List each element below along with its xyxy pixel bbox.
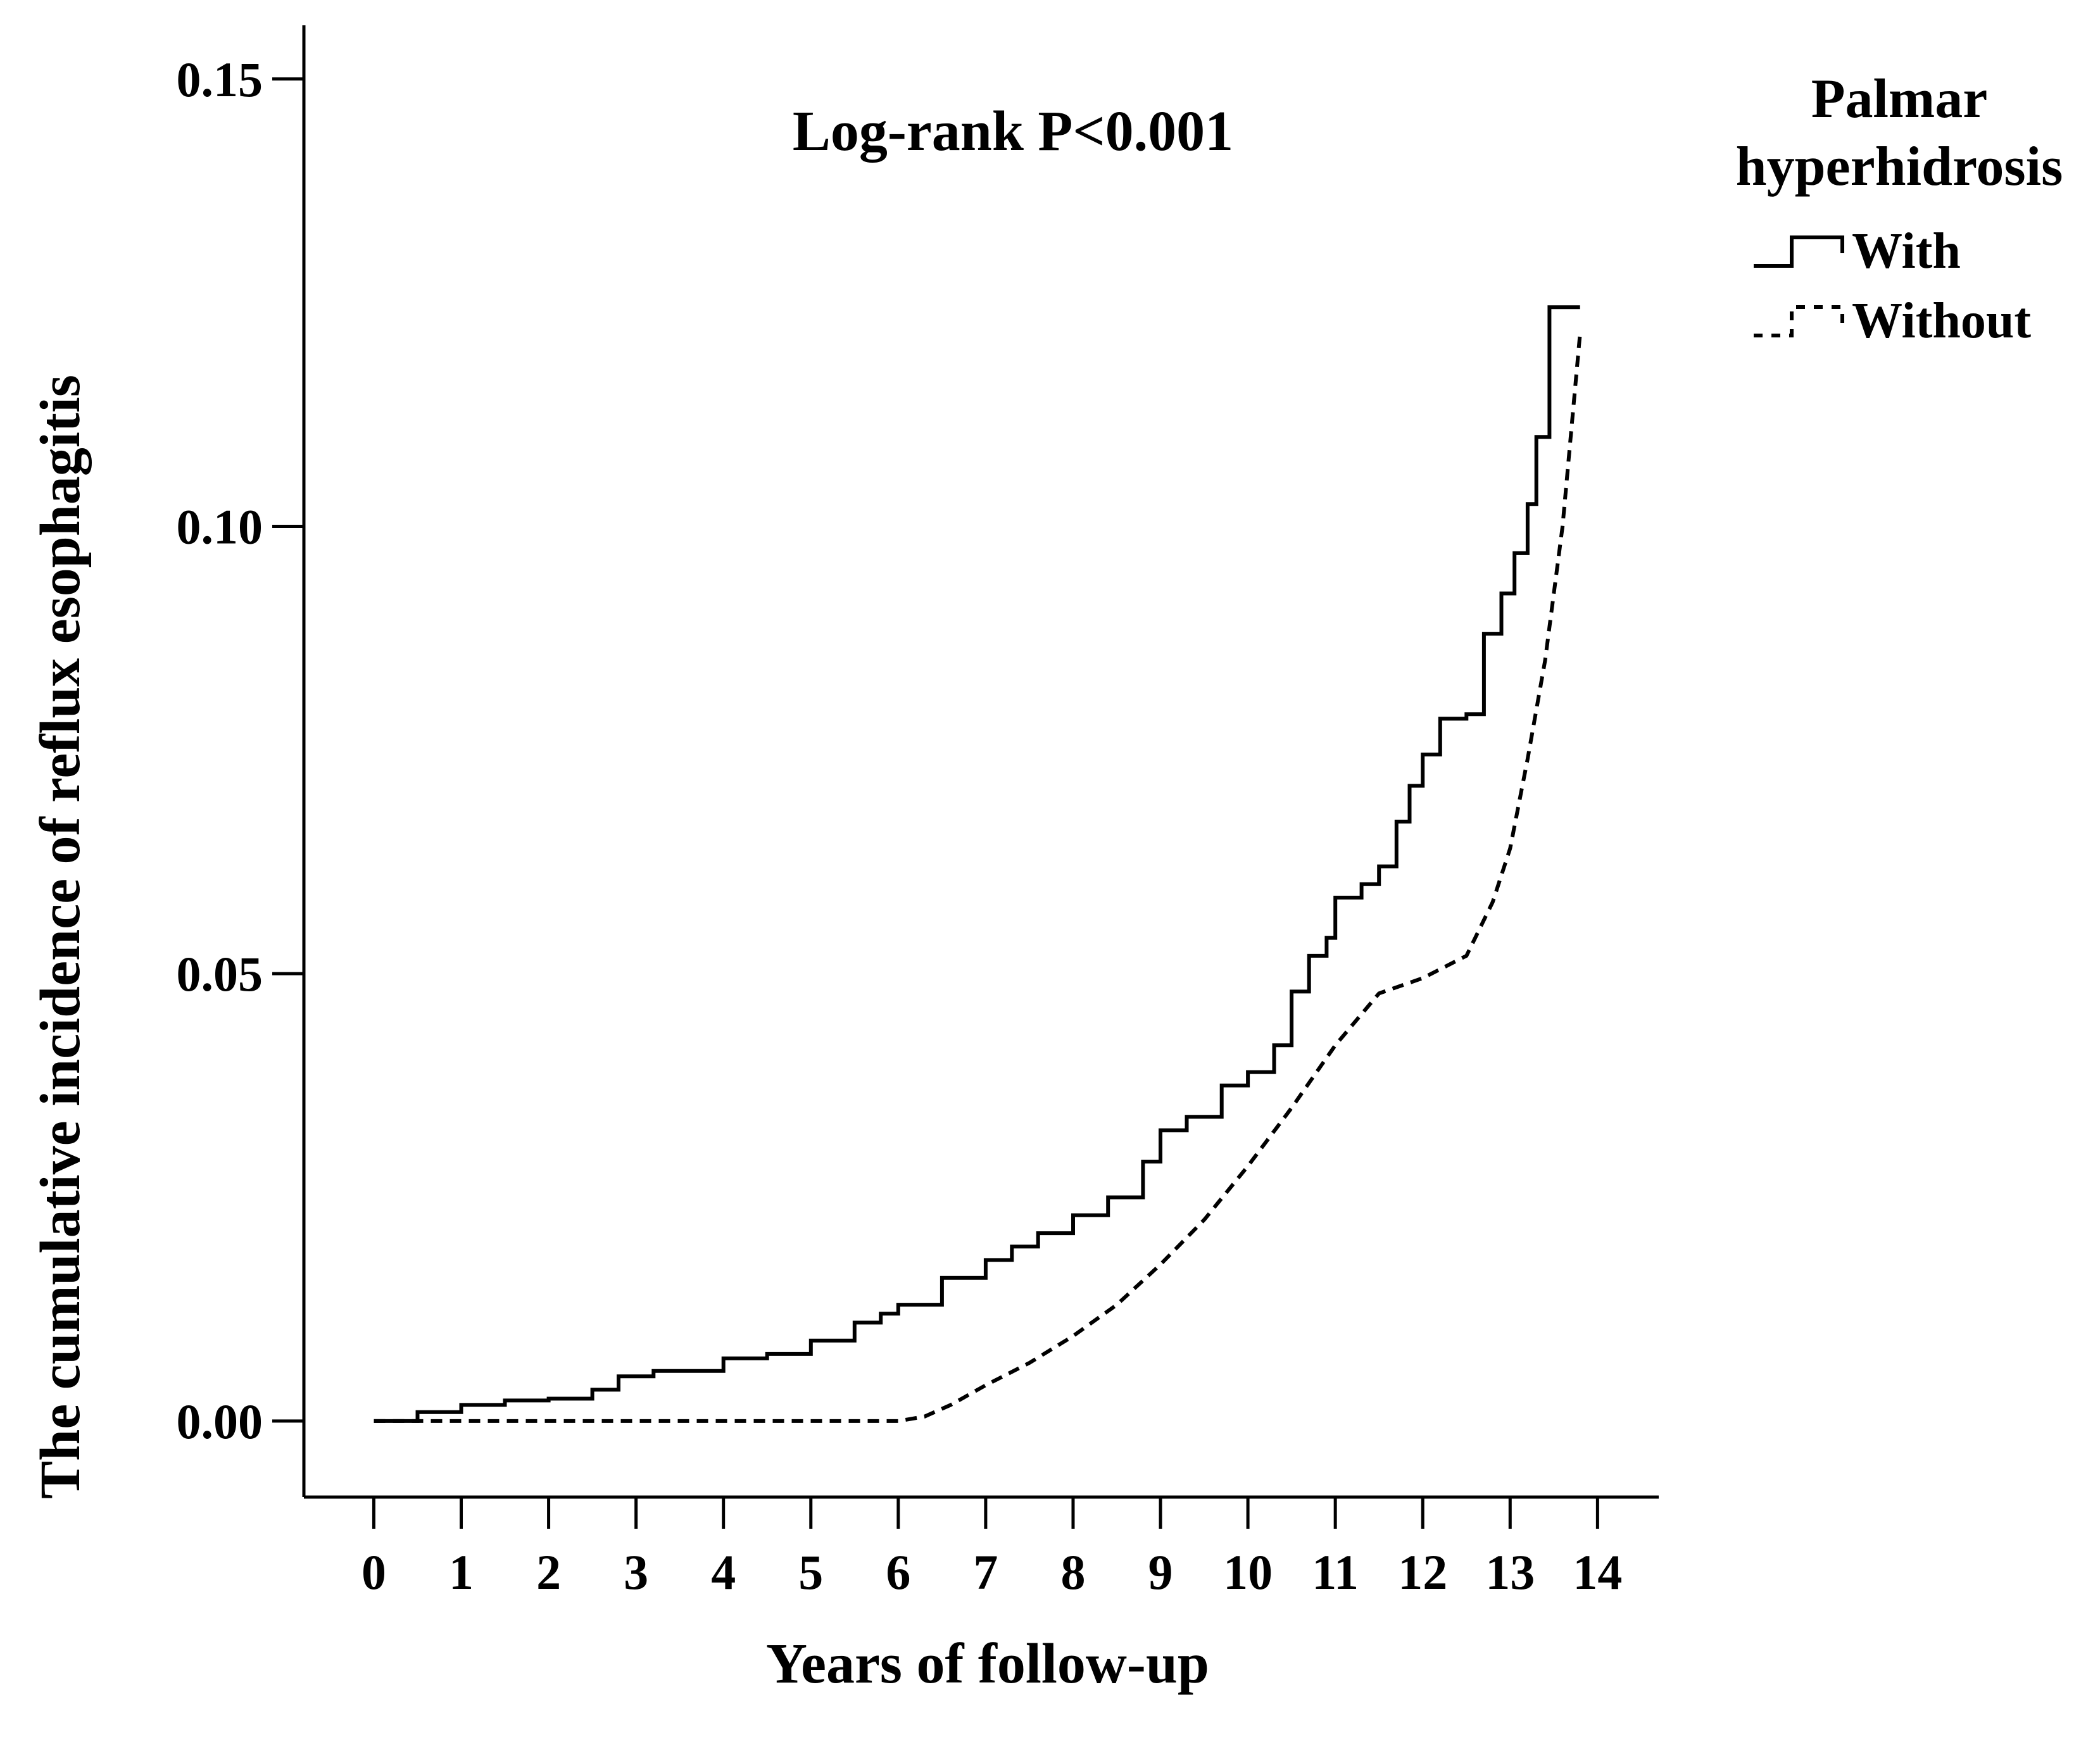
- legend-items: With Without: [1754, 223, 2031, 349]
- y-axis-title: The cumulative incidence of reflux esoph…: [29, 375, 92, 1499]
- x-tick-label: 4: [711, 1545, 736, 1600]
- series-line-without: [374, 334, 1582, 1423]
- x-tick-label: 2: [536, 1545, 561, 1600]
- x-tick-label: 11: [1312, 1545, 1359, 1600]
- x-tick-label: 7: [973, 1545, 998, 1600]
- x-axis-title: Years of follow-up: [766, 1633, 1209, 1695]
- y-ticks: 0.00 0.05 0.10 0.15: [177, 52, 304, 1449]
- y-tick-label: 0.15: [177, 52, 263, 107]
- legend: Palmar hyperhidrosis With Without: [1736, 68, 2063, 349]
- log-rank-annotation: Log-rank P<0.001: [793, 100, 1233, 163]
- x-ticks: 0 1 2 3 4 5 6 7 8 9 10 11 12 13 14: [362, 1497, 1622, 1600]
- y-tick-label: 0.10: [177, 499, 263, 554]
- legend-label-without: Without: [1852, 293, 2031, 349]
- x-tick-label: 14: [1573, 1545, 1622, 1600]
- x-tick-label: 13: [1485, 1545, 1535, 1600]
- y-tick-label: 0.05: [177, 946, 263, 1001]
- y-tick-label: 0.00: [177, 1394, 263, 1449]
- legend-swatch-without: [1754, 305, 1844, 337]
- legend-title-line-1: Palmar: [1811, 68, 1988, 130]
- legend-swatch-with: [1754, 235, 1844, 268]
- x-tick-label: 3: [624, 1545, 648, 1600]
- x-tick-label: 10: [1223, 1545, 1273, 1600]
- x-tick-label: 1: [449, 1545, 474, 1600]
- x-tick-label: 9: [1148, 1545, 1173, 1600]
- series-line-with: [374, 305, 1580, 1423]
- legend-label-with: With: [1852, 223, 1961, 279]
- series-layer: [374, 305, 1582, 1423]
- x-tick-label: 0: [362, 1545, 386, 1600]
- x-tick-label: 12: [1398, 1545, 1447, 1600]
- x-tick-label: 6: [886, 1545, 910, 1600]
- x-tick-label: 5: [798, 1545, 823, 1600]
- axes: [302, 25, 1659, 1499]
- x-tick-label: 8: [1060, 1545, 1085, 1600]
- legend-title-line-2: hyperhidrosis: [1736, 136, 2063, 198]
